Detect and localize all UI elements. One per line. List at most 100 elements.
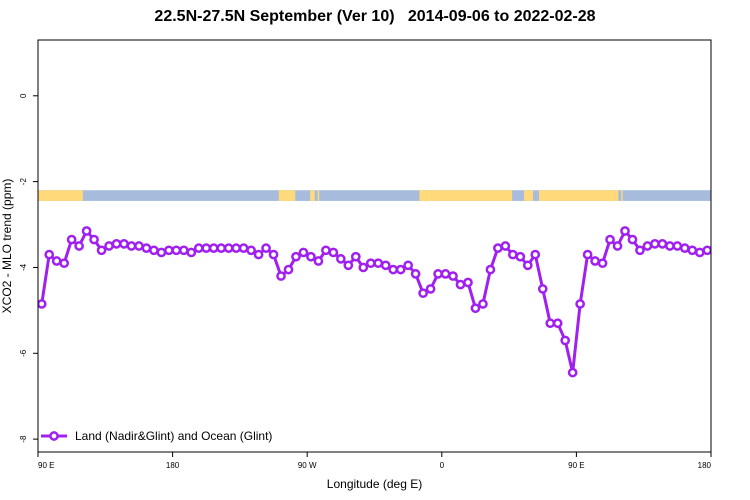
data-point	[208, 243, 219, 253]
data-point	[231, 243, 242, 253]
data-point	[545, 318, 556, 329]
data-point	[321, 245, 331, 256]
data-point	[567, 367, 578, 378]
y-tick-label: -4	[19, 263, 28, 271]
land-segment	[278, 190, 296, 201]
data-point	[134, 241, 144, 251]
x-tick-label: 180	[698, 461, 712, 470]
data-point	[350, 251, 361, 262]
data-point	[455, 279, 466, 290]
data-point	[373, 258, 384, 269]
data-point	[328, 247, 339, 258]
data-point	[171, 245, 182, 256]
legend-marker	[49, 431, 59, 441]
data-point	[186, 247, 197, 258]
data-point	[216, 243, 227, 253]
data-point	[493, 243, 503, 253]
data-point	[605, 234, 615, 245]
data-point	[81, 226, 92, 236]
data-point	[612, 241, 623, 251]
land-segment	[317, 190, 320, 201]
data-point	[575, 299, 585, 309]
data-point	[485, 264, 496, 275]
data-point	[306, 251, 316, 262]
data-point	[478, 299, 488, 309]
data-point	[687, 245, 698, 256]
data-point	[74, 241, 84, 251]
y-axis-label: XCO2 - MLO trend (ppm)	[0, 179, 14, 314]
y-tick-label: -8	[19, 435, 28, 443]
y-tick-label: 0	[19, 93, 28, 98]
data-point	[141, 243, 152, 253]
data-point	[59, 258, 70, 269]
land-segment	[524, 190, 534, 201]
x-tick-label: 90 W	[298, 461, 317, 470]
data-point	[582, 249, 593, 260]
data-point	[694, 247, 705, 258]
data-point	[433, 269, 443, 279]
data-point	[425, 284, 436, 294]
data-point	[590, 256, 600, 266]
data-point	[657, 239, 668, 249]
x-tick-label: 90 E	[38, 461, 54, 470]
data-point	[261, 243, 271, 253]
data-point	[38, 299, 47, 309]
data-point	[51, 256, 62, 266]
data-point	[418, 288, 428, 299]
data-point	[268, 249, 279, 260]
x-axis-ticks: 90 E 180 90 W 0 90 E 180	[37, 452, 712, 470]
data-point	[635, 245, 645, 256]
chart-title: 22.5N-27.5N September (Ver 10) 2014-09-0…	[154, 8, 596, 25]
data-point	[104, 241, 114, 251]
data-point	[552, 318, 563, 329]
x-tick-label: 0	[440, 461, 445, 470]
data-point	[358, 262, 369, 273]
land-segment	[621, 190, 623, 201]
data-point	[560, 335, 571, 346]
data-point	[403, 260, 413, 271]
ocean-band	[38, 190, 711, 201]
data-point	[156, 247, 167, 258]
data-point	[620, 226, 630, 236]
land-segment	[419, 190, 513, 201]
data-point	[515, 251, 526, 262]
data-point	[201, 243, 212, 253]
y-axis-ticks: 0 -2 -4 -6 -8	[19, 93, 38, 443]
data-point	[178, 245, 189, 256]
data-point	[126, 241, 137, 251]
data-point	[507, 249, 518, 260]
data-point	[388, 264, 399, 275]
y-tick-label: -2	[19, 178, 28, 186]
data-point	[365, 258, 376, 269]
data-point	[448, 271, 458, 281]
data-point	[336, 254, 346, 264]
land-ocean-strip	[38, 190, 711, 201]
data-point	[246, 245, 256, 256]
data-point	[119, 239, 129, 249]
data-point	[298, 247, 309, 258]
data-point	[627, 234, 638, 245]
x-tick-label: 180	[166, 461, 180, 470]
land-segment	[38, 190, 83, 201]
data-point	[410, 269, 421, 279]
plot-frame	[37, 39, 712, 453]
series-line	[40, 229, 708, 375]
data-point	[395, 264, 406, 275]
data-point	[470, 303, 481, 314]
data-point	[679, 243, 690, 253]
data-point	[223, 243, 234, 253]
data-point	[193, 243, 204, 253]
data-point	[89, 234, 99, 245]
data-point	[537, 284, 548, 294]
y-tick-label: -6	[19, 349, 28, 357]
land-segment	[539, 190, 619, 201]
data-point	[313, 256, 324, 266]
data-point	[672, 241, 683, 251]
data-point	[642, 241, 653, 251]
series-layer	[38, 226, 711, 378]
data-point	[522, 260, 533, 271]
data-point	[650, 239, 660, 249]
data-point	[111, 239, 122, 249]
data-point	[665, 241, 675, 251]
